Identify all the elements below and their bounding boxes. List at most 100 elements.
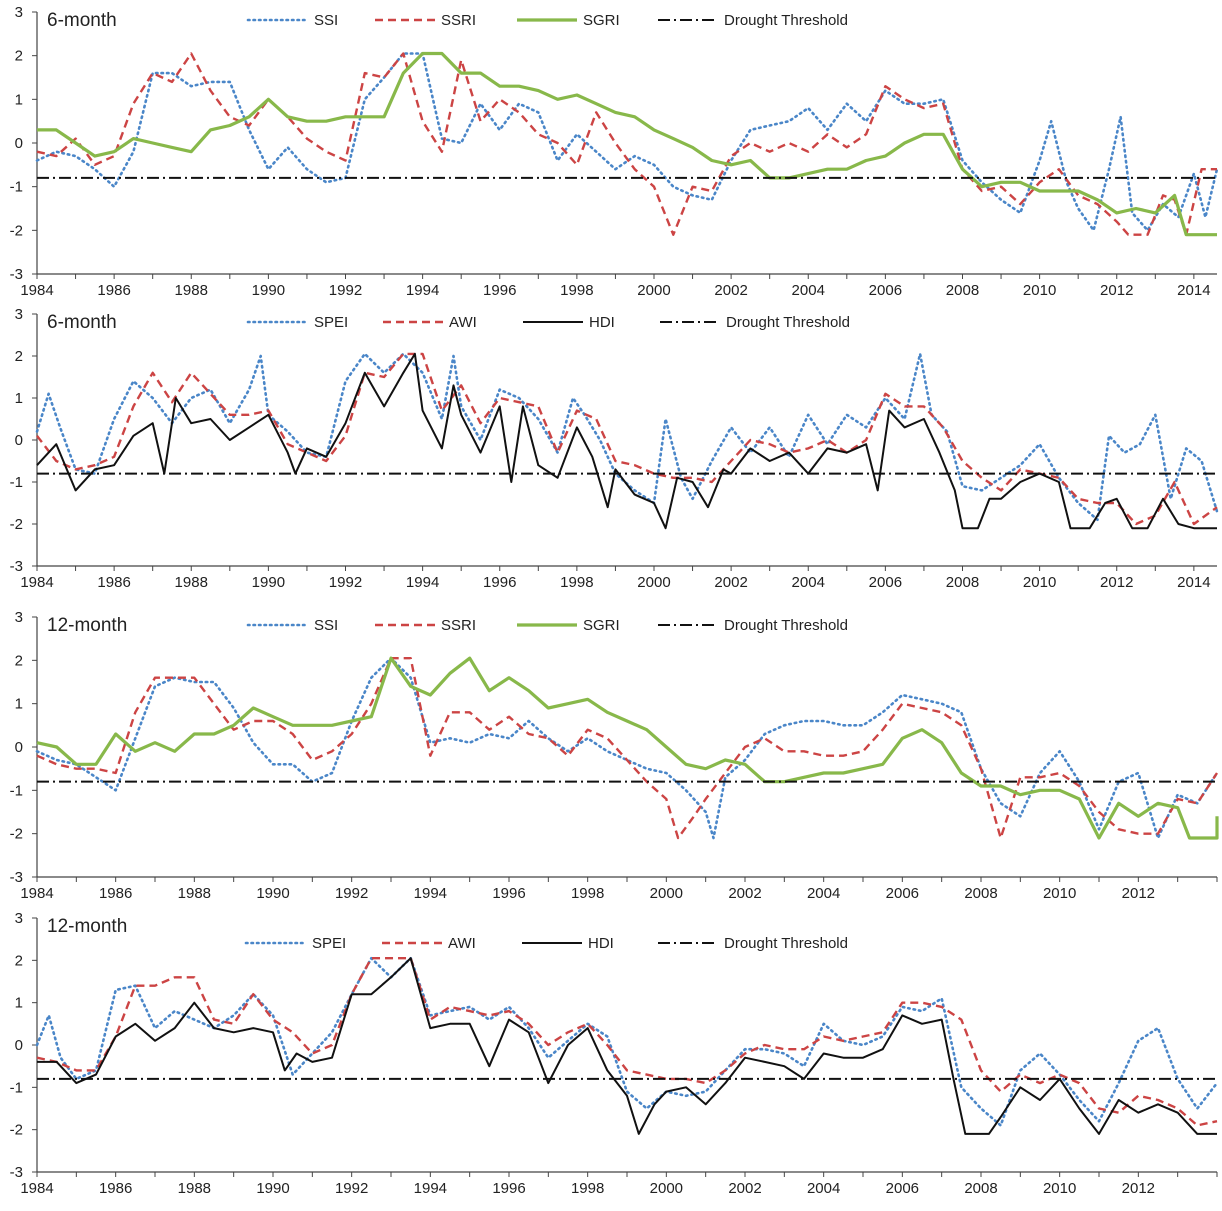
x-tick-label: 1984 <box>20 1180 53 1197</box>
x-tick-label: 2000 <box>637 282 670 299</box>
x-tick-label: 1992 <box>329 574 362 591</box>
legend-label: SSI <box>314 617 338 634</box>
legend-label: SSRI <box>441 617 476 634</box>
x-tick-label: 2000 <box>650 1180 683 1197</box>
chart-panel-1: -3 -2 -1 0 1 2 3 1984 1986 1988 1990 1992 1994 1996 19… <box>10 4 1219 299</box>
x-tick-label: 1996 <box>492 1180 525 1197</box>
x-tick-label: 2008 <box>946 282 979 299</box>
series-line-spei <box>35 352 1219 522</box>
x-tick-label: 1984 <box>20 885 53 902</box>
x-tick-label: 2010 <box>1023 574 1056 591</box>
legend-label: Drought Threshold <box>724 935 848 952</box>
x-tick-label: 1996 <box>483 282 516 299</box>
x-tick-label: 1998 <box>560 282 593 299</box>
y-tick-label: -1 <box>10 179 23 196</box>
legend-label: Drought Threshold <box>724 12 848 29</box>
y-tick-label: -2 <box>10 222 23 239</box>
y-tick-label: 2 <box>15 652 23 669</box>
y-tick-label: -2 <box>10 516 23 533</box>
series-line-ssri <box>36 52 1217 236</box>
series-line-ssi <box>35 52 1219 232</box>
x-tick-label: 1988 <box>175 574 208 591</box>
legend-label: HDI <box>588 935 614 952</box>
x-tick-label: 2006 <box>886 885 919 902</box>
x-tick-label: 2012 <box>1100 574 1133 591</box>
legend-label: SSRI <box>441 12 476 29</box>
x-tick-label: 1998 <box>560 574 593 591</box>
panel-title: 6-month <box>47 312 117 333</box>
x-tick-label: 1984 <box>20 574 53 591</box>
legend-label: SPEI <box>314 314 348 331</box>
y-tick-label: -3 <box>10 869 23 886</box>
y-tick-label: 3 <box>15 609 23 626</box>
y-tick-label: 0 <box>15 1037 23 1054</box>
chart-panel-4: -3 -2 -1 0 1 2 3 1984 1986 1988 1990 1992 1994 1996 19… <box>10 910 1219 1197</box>
x-tick-label: 2006 <box>869 282 902 299</box>
series-line-hdi <box>37 957 1217 1135</box>
y-tick-label: -3 <box>10 1164 23 1181</box>
series-line-awi <box>36 352 1218 526</box>
y-tick-label: 2 <box>15 952 23 969</box>
series-line-hdi <box>36 352 1217 530</box>
x-tick-label: 1994 <box>414 1180 447 1197</box>
x-tick-label: 2002 <box>728 1180 761 1197</box>
y-tick-label: 1 <box>15 995 23 1012</box>
y-tick-label: 2 <box>15 348 23 365</box>
x-tick-label: 2004 <box>792 282 825 299</box>
x-tick-label: 1994 <box>406 282 439 299</box>
y-tick-label: -2 <box>10 826 23 843</box>
x-tick-label: 2006 <box>869 574 902 591</box>
legend-label: SGRI <box>583 12 620 29</box>
y-tick-label: 0 <box>15 432 23 449</box>
x-tick-label: 1986 <box>97 574 130 591</box>
x-tick-label: 1996 <box>483 574 516 591</box>
y-tick-label: -3 <box>10 558 23 575</box>
legend-label: SGRI <box>583 617 620 634</box>
x-tick-label: 2014 <box>1177 574 1210 591</box>
x-tick-label: 2000 <box>637 574 670 591</box>
x-tick-label: 2002 <box>714 282 747 299</box>
y-tick-label: -1 <box>10 474 23 491</box>
y-tick-label: 3 <box>15 910 23 927</box>
legend-label: Drought Threshold <box>726 314 850 331</box>
x-tick-label: 2010 <box>1043 885 1076 902</box>
x-tick-label: 1992 <box>335 885 368 902</box>
x-tick-label: 1988 <box>175 282 208 299</box>
series-line-ssri <box>36 657 1219 840</box>
panel-title: 6-month <box>47 10 117 31</box>
y-tick-label: 1 <box>15 91 23 108</box>
series-line-sgri <box>37 51 1217 237</box>
x-tick-label: 2002 <box>728 885 761 902</box>
y-tick-label: 1 <box>15 390 23 407</box>
legend-label: SPEI <box>312 935 346 952</box>
x-tick-label: 1992 <box>335 1180 368 1197</box>
y-tick-label: -3 <box>10 266 23 283</box>
x-tick-label: 2008 <box>964 885 997 902</box>
chart-panel-3: -3 -2 -1 0 1 2 3 1984 1986 1988 1990 1992 1994 1996 19… <box>10 609 1219 902</box>
x-tick-label: 1990 <box>252 574 285 591</box>
x-tick-label: 2006 <box>886 1180 919 1197</box>
x-tick-label: 1996 <box>492 885 525 902</box>
x-tick-label: 2008 <box>946 574 979 591</box>
x-tick-label: 1986 <box>97 282 130 299</box>
x-tick-label: 1992 <box>329 282 362 299</box>
x-tick-label: 2012 <box>1122 1180 1155 1197</box>
x-tick-label: 1998 <box>571 885 604 902</box>
series-line-spei <box>35 956 1219 1127</box>
x-tick-label: 2012 <box>1122 885 1155 902</box>
x-tick-label: 1998 <box>571 1180 604 1197</box>
x-tick-label: 2004 <box>807 885 840 902</box>
legend-label: AWI <box>448 935 476 952</box>
y-tick-label: -2 <box>10 1122 23 1139</box>
x-tick-label: 2008 <box>964 1180 997 1197</box>
y-tick-label: -1 <box>10 1079 23 1096</box>
x-tick-label: 2010 <box>1043 1180 1076 1197</box>
x-tick-label: 1990 <box>256 1180 289 1197</box>
x-tick-label: 1988 <box>178 1180 211 1197</box>
y-tick-label: -1 <box>10 782 23 799</box>
x-tick-label: 1990 <box>252 282 285 299</box>
y-tick-label: 0 <box>15 739 23 756</box>
y-tick-label: 1 <box>15 696 23 713</box>
